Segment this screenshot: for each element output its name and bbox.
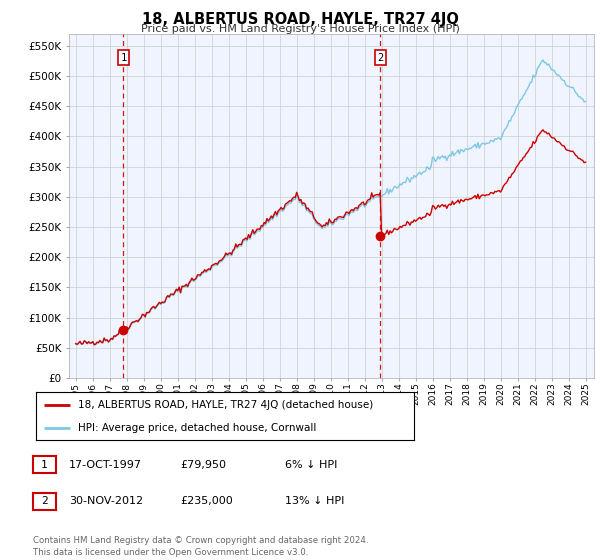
Text: 30-NOV-2012: 30-NOV-2012 <box>69 496 143 506</box>
Text: 17-OCT-1997: 17-OCT-1997 <box>69 460 142 470</box>
Text: 6% ↓ HPI: 6% ↓ HPI <box>285 460 337 470</box>
Text: 2: 2 <box>377 53 383 63</box>
Text: 18, ALBERTUS ROAD, HAYLE, TR27 4JQ (detached house): 18, ALBERTUS ROAD, HAYLE, TR27 4JQ (deta… <box>77 400 373 410</box>
Text: 13% ↓ HPI: 13% ↓ HPI <box>285 496 344 506</box>
Text: 1: 1 <box>41 460 48 470</box>
Text: Price paid vs. HM Land Registry's House Price Index (HPI): Price paid vs. HM Land Registry's House … <box>140 24 460 34</box>
Text: 18, ALBERTUS ROAD, HAYLE, TR27 4JQ: 18, ALBERTUS ROAD, HAYLE, TR27 4JQ <box>142 12 458 27</box>
Text: 1: 1 <box>120 53 127 63</box>
Text: £235,000: £235,000 <box>180 496 233 506</box>
Text: 2: 2 <box>41 496 48 506</box>
Text: Contains HM Land Registry data © Crown copyright and database right 2024.
This d: Contains HM Land Registry data © Crown c… <box>33 536 368 557</box>
Text: HPI: Average price, detached house, Cornwall: HPI: Average price, detached house, Corn… <box>77 423 316 433</box>
Text: £79,950: £79,950 <box>180 460 226 470</box>
